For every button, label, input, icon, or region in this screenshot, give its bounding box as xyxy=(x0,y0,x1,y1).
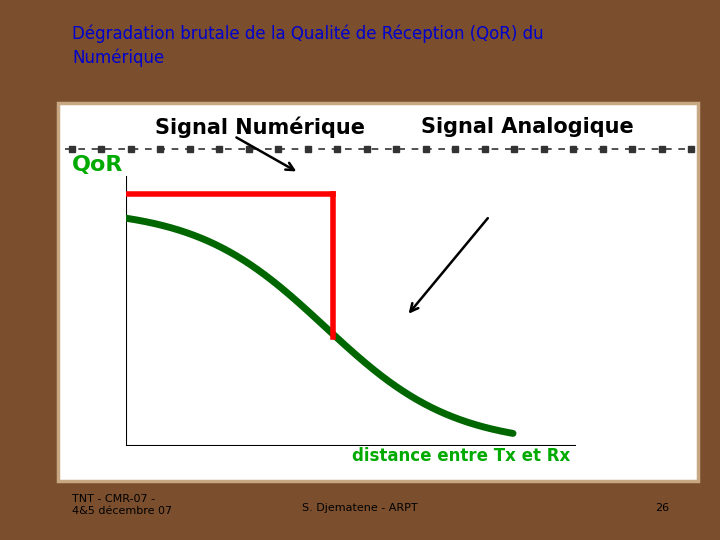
Text: TNT - CMR-07 -
4&5 décembre 07: TNT - CMR-07 - 4&5 décembre 07 xyxy=(72,494,172,516)
FancyBboxPatch shape xyxy=(58,103,698,481)
Text: Dégradation brutale de la Qualité de Réception (QoR) du
Numérique: Dégradation brutale de la Qualité de Réc… xyxy=(72,24,544,68)
Text: S. Djematene - ARPT: S. Djematene - ARPT xyxy=(302,503,418,512)
Text: QoR: QoR xyxy=(72,154,123,175)
Text: Signal Analogique: Signal Analogique xyxy=(421,117,634,137)
Text: 26: 26 xyxy=(655,503,670,512)
Text: distance entre Tx et Rx: distance entre Tx et Rx xyxy=(351,447,570,465)
Text: Signal Numérique: Signal Numérique xyxy=(155,116,365,138)
